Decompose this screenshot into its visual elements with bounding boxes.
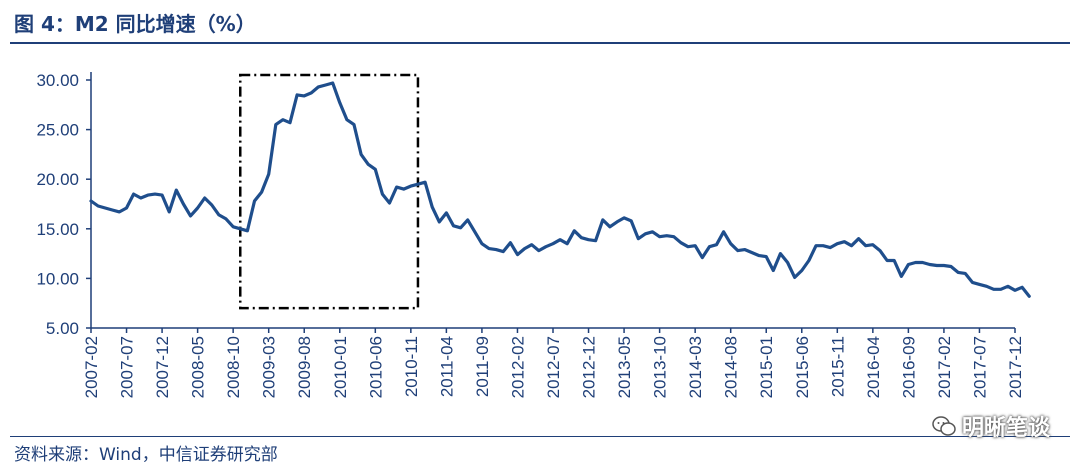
x-tick-label: 2014-08	[722, 336, 741, 398]
x-tick-label: 2015-06	[793, 336, 812, 398]
highlight-rect	[239, 73, 420, 310]
y-tick-label: 20.00	[36, 170, 79, 189]
x-axis: 2007-02 2007-07 2007-12 2008-05 2008-10 2009-…	[82, 327, 1025, 398]
x-tick-label: 2011-04	[437, 336, 456, 397]
x-tick-label: 2008-10	[224, 336, 243, 398]
x-tick-label: 2007-07	[118, 336, 137, 398]
x-tick-label: 2012-12	[580, 336, 599, 398]
x-tick-label: 2010-11	[402, 336, 421, 397]
y-tick-label: 15.00	[36, 220, 79, 239]
y-tick-label: 10.00	[36, 269, 79, 288]
x-tick-label: 2011-09	[473, 336, 492, 397]
x-tick-label: 2008-05	[189, 336, 208, 398]
x-tick-label: 2013-05	[615, 336, 634, 398]
x-tick-label: 2010-06	[366, 336, 385, 398]
x-tick-label: 2009-03	[260, 336, 279, 398]
x-tick-label: 2015-01	[757, 336, 776, 398]
y-tick-label: 30.00	[36, 71, 79, 90]
wechat-icon	[932, 416, 956, 436]
x-tick-label: 2009-08	[295, 336, 314, 398]
chart-title: 图 4：M2 同比增速（%）	[14, 12, 256, 36]
title-divider	[10, 42, 1070, 44]
x-tick-label: 2017-02	[935, 336, 954, 398]
source-note: 资料来源：Wind，中信证券研究部	[14, 445, 278, 465]
x-tick-label: 2017-12	[1006, 336, 1025, 398]
watermark-text: 明晰笔谈	[961, 416, 1050, 441]
series-line-m2	[89, 81, 1031, 298]
x-tick-label: 2015-11	[828, 336, 847, 397]
series-layer	[89, 81, 1031, 298]
x-tick-label: 2007-12	[153, 336, 172, 398]
source-divider	[10, 436, 1070, 437]
watermark: 明晰笔谈	[932, 410, 1050, 442]
x-tick-label: 2017-07	[970, 336, 989, 398]
x-tick-label: 2012-02	[508, 336, 527, 398]
x-tick-label: 2016-09	[899, 336, 918, 398]
y-tick-label: 5.00	[46, 319, 79, 338]
x-tick-label: 2013-10	[651, 336, 670, 398]
x-tick-label: 2016-04	[864, 336, 883, 398]
x-tick-label: 2014-03	[686, 336, 705, 398]
x-tick-label: 2010-01	[331, 336, 350, 398]
x-tick-label: 2012-07	[544, 336, 563, 398]
y-tick-label: 25.00	[36, 121, 79, 140]
y-axis: 5.00 10.00 15.00 20.00 25.00 30.00	[36, 71, 92, 338]
x-tick-label: 2007-02	[82, 336, 101, 398]
highlight-box	[239, 73, 420, 310]
